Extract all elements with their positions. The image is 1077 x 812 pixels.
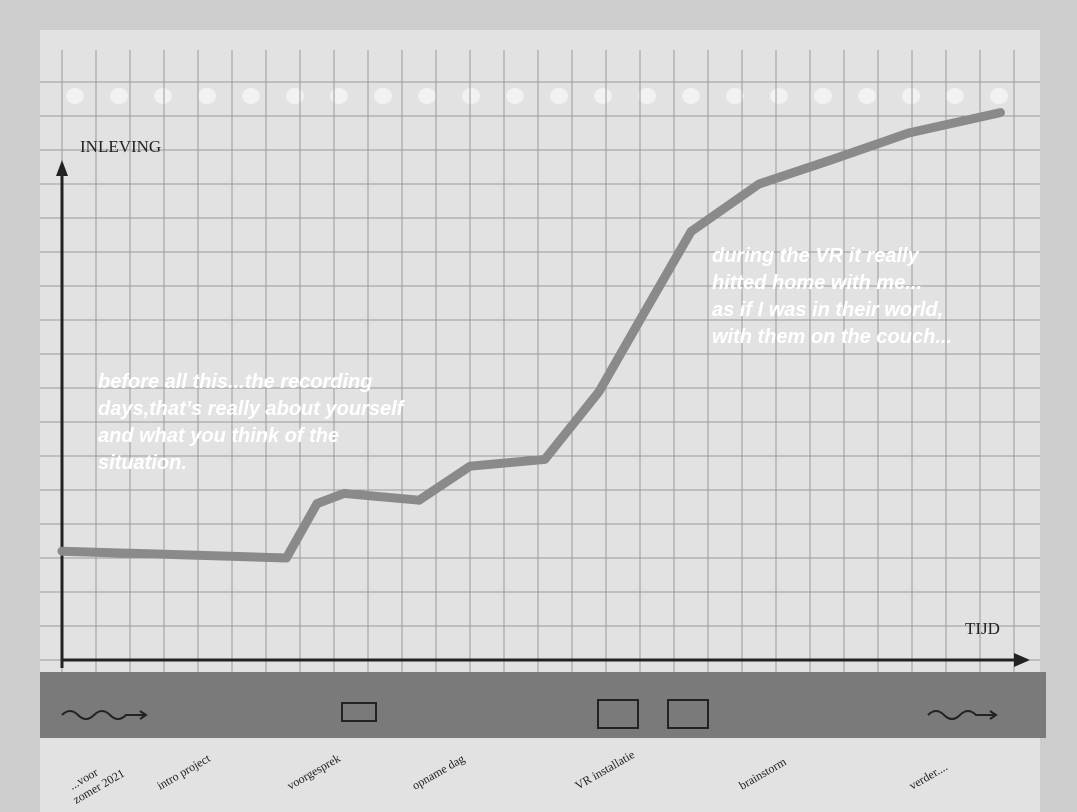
x-axis-arrow [1014, 653, 1030, 667]
annotation: and what you think of the [98, 425, 339, 447]
y-axis-arrow [56, 160, 68, 176]
ring-hole [550, 88, 568, 104]
ring-hole [330, 88, 348, 104]
x-axis-label: TIJD [965, 619, 1000, 638]
annotation: before all this...the recording [98, 371, 373, 393]
ring-hole [418, 88, 436, 104]
icons [61, 699, 998, 729]
annotation: days,that’s really about yourself [98, 398, 406, 420]
ring-hole [374, 88, 392, 104]
ring-hole [198, 88, 216, 104]
ring-hole [638, 88, 656, 104]
ring-hole [242, 88, 260, 104]
ring-hole [770, 88, 788, 104]
ring-hole [682, 88, 700, 104]
ring-hole [946, 88, 964, 104]
annotation: as if I was in their world, [712, 299, 943, 321]
ring-hole [506, 88, 524, 104]
annotation: situation. [98, 452, 187, 474]
ring-hole [990, 88, 1008, 104]
ring-hole [110, 88, 128, 104]
annotation: hitted home with me... [712, 272, 922, 294]
ring-holes [66, 88, 1008, 104]
annotation: with them on the couch... [712, 326, 952, 348]
ring-hole [462, 88, 480, 104]
ring-hole [858, 88, 876, 104]
ring-hole [286, 88, 304, 104]
y-axis-label: INLEVING [80, 137, 161, 156]
ring-hole [154, 88, 172, 104]
ring-hole [814, 88, 832, 104]
ring-hole [902, 88, 920, 104]
line [57, 108, 1005, 563]
annotation: during the VR it really [712, 245, 920, 267]
ring-hole [66, 88, 84, 104]
ring-hole [726, 88, 744, 104]
ring-hole [594, 88, 612, 104]
icon-strip [40, 672, 1046, 738]
